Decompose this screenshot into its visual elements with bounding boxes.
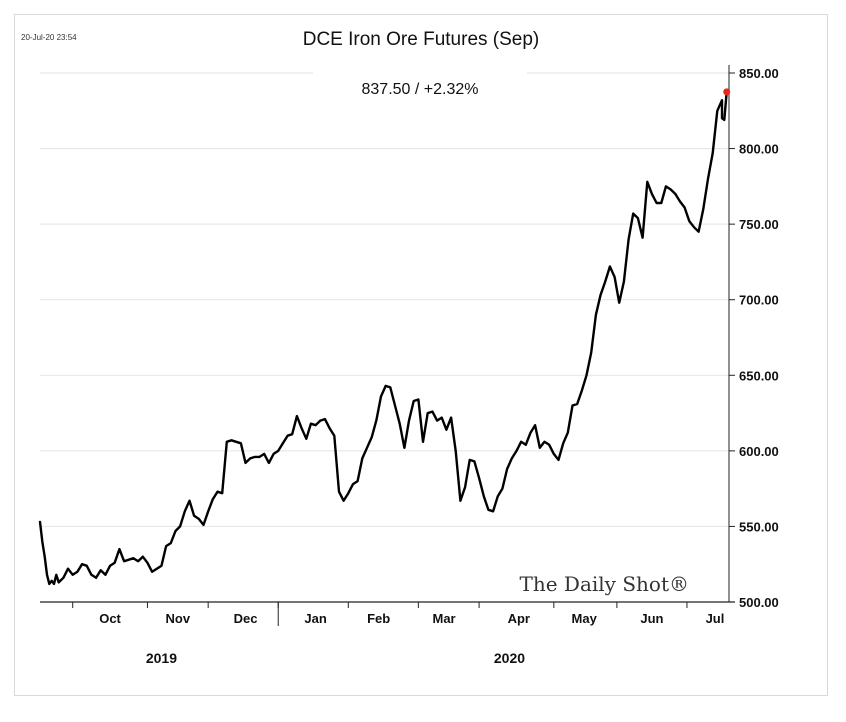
x-tick-label: May — [572, 611, 598, 626]
brand-watermark: The Daily Shot® — [520, 572, 689, 596]
gridlines — [40, 72, 729, 527]
x-tick-label: Oct — [99, 611, 121, 626]
last-point-marker — [723, 88, 731, 96]
x-tick-label: Apr — [508, 611, 530, 626]
year-label: 2019 — [146, 650, 177, 666]
y-tick-label: 600.00 — [739, 444, 779, 459]
y-tick-label: 850.00 — [739, 66, 779, 81]
chart-title: DCE Iron Ore Futures (Sep) — [303, 29, 540, 50]
x-tick-label: Jun — [640, 611, 663, 626]
x-axis: Oct Nov Dec Jan Feb Mar Apr May Jun Jul 2019 2020 — [40, 601, 735, 666]
timestamp: 20-Jul-20 23:54 — [21, 33, 77, 42]
x-tick-label: Jul — [706, 611, 725, 626]
last-value-annotation: 837.50 / +2.32% — [362, 81, 479, 98]
series-line — [38, 90, 728, 586]
x-tick-label: Jan — [304, 611, 326, 626]
y-tick-label: 500.00 — [739, 595, 779, 610]
x-tick-label: Mar — [432, 611, 455, 626]
year-label: 2020 — [494, 650, 525, 666]
x-tick-label: Nov — [166, 611, 191, 626]
y-tick-label: 700.00 — [739, 293, 779, 308]
annotation-background — [313, 67, 527, 107]
x-tick-label: Feb — [367, 611, 390, 626]
y-tick-label: 800.00 — [739, 142, 779, 157]
y-axis: 500.00 550.00 600.00 650.00 700.00 750.00 800.… — [728, 65, 779, 610]
line-chart: 20-Jul-20 23:54 DCE Iron Ore Futures (Se… — [21, 29, 779, 666]
chart-frame: 20-Jul-20 23:54 DCE Iron Ore Futures (Se… — [14, 14, 828, 696]
y-tick-label: 650.00 — [739, 368, 779, 383]
y-tick-label: 750.00 — [739, 217, 779, 232]
x-tick-label: Dec — [234, 611, 258, 626]
y-tick-label: 550.00 — [739, 519, 779, 534]
